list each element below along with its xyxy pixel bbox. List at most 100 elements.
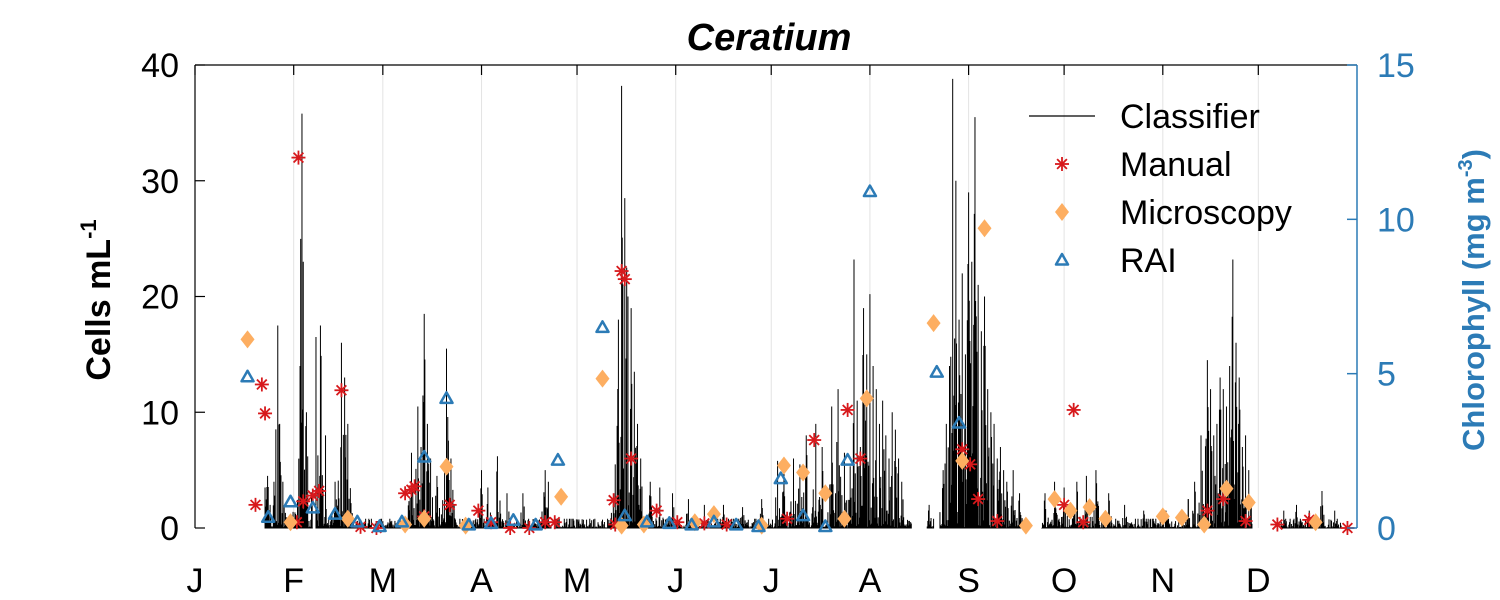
rai-point — [439, 391, 454, 405]
rai-point — [506, 513, 521, 527]
x-tick-label: M — [369, 562, 397, 600]
rai-point — [617, 508, 633, 522]
y-left-tick-label: 0 — [160, 510, 179, 548]
manual-point — [312, 483, 327, 498]
rai-point — [283, 494, 298, 508]
manual-point — [538, 515, 553, 530]
legend-label: Microscopy — [1120, 194, 1292, 232]
vertical-gridlines — [293, 65, 1259, 528]
y-left-tick-label: 10 — [141, 394, 179, 432]
series-microscopy — [240, 219, 1323, 535]
microscopy-point — [417, 509, 432, 528]
legend-item: Classifier — [1029, 98, 1260, 136]
x-tick-label: D — [1246, 562, 1271, 600]
classifier-segment — [926, 504, 935, 529]
manual-point — [248, 497, 263, 512]
manual-point — [398, 486, 413, 501]
manual-point — [258, 406, 273, 421]
manual-point — [407, 479, 422, 494]
microscopy-point — [926, 314, 941, 333]
microscopy-point — [1082, 498, 1097, 517]
manual-point — [442, 497, 457, 512]
microscopy-point — [340, 509, 355, 528]
manual-point — [1066, 402, 1081, 417]
microscopy-point — [955, 451, 970, 470]
manual-point — [649, 503, 664, 518]
microscopy-point — [1018, 516, 1033, 535]
classifier-segment — [783, 259, 912, 529]
y-axis-left-label: Cells mL-1 — [76, 219, 118, 380]
microscopy-point — [398, 515, 413, 534]
manual-point — [471, 503, 486, 518]
legend-item: RAI — [1054, 242, 1177, 280]
rai-point — [818, 519, 833, 533]
microscopy-point — [1197, 515, 1212, 534]
rai-point — [662, 516, 677, 530]
manual-point — [296, 494, 311, 509]
manual-point — [990, 514, 1005, 529]
legend-diamond-swatch — [1055, 203, 1069, 221]
microscopy-point — [1098, 509, 1113, 528]
classifier-segment — [1187, 259, 1253, 529]
legend-asterisk-swatch — [1055, 157, 1069, 171]
rai-point — [416, 449, 432, 463]
classifier-segment — [1041, 470, 1189, 529]
manual-point — [547, 515, 562, 530]
microscopy-point — [240, 330, 255, 349]
microscopy-point — [706, 505, 721, 524]
microscopy-point — [1174, 508, 1189, 527]
microscopy-point — [796, 463, 811, 482]
legend-label: RAI — [1120, 242, 1177, 280]
microscopy-point — [1155, 507, 1170, 526]
manual-point — [840, 402, 855, 417]
y-left-tick-label: 30 — [141, 163, 179, 201]
y-right-tick-label: 5 — [1377, 356, 1396, 394]
microscopy-point — [977, 219, 992, 238]
rai-point — [372, 519, 387, 533]
manual-point — [963, 457, 978, 472]
x-tick-label: S — [957, 562, 980, 600]
legend-triangle-swatch — [1054, 252, 1070, 266]
rai-point — [260, 509, 276, 523]
legend: Classifier Manual Microscopy RAI — [1029, 98, 1292, 280]
microscopy-point — [283, 513, 298, 532]
rai-point — [394, 514, 410, 528]
rai-point — [305, 500, 321, 514]
microscopy-point — [1047, 490, 1062, 509]
manual-point — [853, 451, 868, 466]
rai-point — [461, 517, 477, 531]
rai-point — [728, 517, 744, 531]
chart-title: Ceratium — [687, 17, 852, 59]
y-right-tick-label: 10 — [1377, 201, 1415, 239]
rai-point — [795, 508, 811, 522]
rai-point — [862, 184, 878, 198]
rai-point — [483, 516, 499, 530]
x-tick-label: J — [763, 562, 780, 600]
microscopy-point — [439, 457, 454, 476]
microscopy-point — [818, 484, 833, 503]
microscopy-point — [859, 389, 874, 408]
rai-point — [327, 506, 343, 520]
y-left-tick-label: 20 — [141, 279, 179, 317]
x-tick-label: F — [283, 562, 304, 600]
manual-point — [291, 150, 306, 165]
y-axis-right-label: Chlorophyll (mg m-3) — [1455, 149, 1491, 451]
y-right-tick-label: 15 — [1377, 47, 1415, 85]
classifier-segment — [264, 113, 313, 529]
manual-point — [503, 521, 518, 535]
rai-point — [751, 519, 766, 533]
rai-point — [773, 471, 789, 485]
manual-point — [617, 272, 632, 287]
manual-point — [780, 511, 795, 526]
manual-point — [1200, 503, 1215, 518]
classifier-segment — [554, 85, 785, 529]
legend-label: Classifier — [1120, 98, 1260, 136]
rai-point — [350, 514, 365, 528]
microscopy-point — [1241, 493, 1256, 512]
microscopy-point — [1308, 513, 1323, 532]
legend-item: Microscopy — [1055, 194, 1292, 232]
rai-point — [840, 452, 855, 466]
manual-point — [807, 433, 822, 448]
microscopy-point — [554, 487, 569, 506]
